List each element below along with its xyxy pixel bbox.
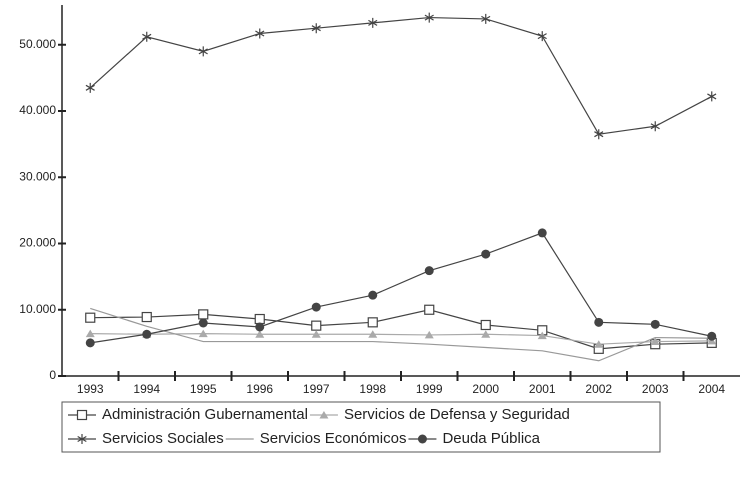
series-line [89, 16, 713, 135]
marker-circle [311, 302, 321, 312]
marker-triangle [311, 330, 321, 338]
marker-circle [368, 290, 378, 300]
marker-triangle [481, 330, 491, 338]
marker-triangle [85, 329, 95, 338]
marker-square [367, 317, 378, 328]
legend-box [61, 401, 661, 453]
marker-star [368, 17, 378, 28]
marker-square [480, 319, 491, 331]
marker-star [85, 82, 95, 93]
marker-circle [424, 266, 434, 276]
marker-circle [142, 329, 152, 339]
marker-triangle [650, 337, 660, 346]
x-tick-label: 1994 [133, 382, 160, 396]
marker-square [311, 320, 322, 331]
marker-circle [85, 338, 95, 348]
series-line [90, 307, 712, 362]
marker-circle [594, 317, 604, 327]
x-tick-label: 1996 [246, 382, 273, 396]
x-tick-label: 1999 [416, 382, 443, 396]
marker-circle [537, 228, 547, 238]
x-tick-label: 1995 [190, 382, 217, 396]
legend-label: Servicios de Defensa y Seguridad [344, 406, 570, 423]
marker-square [424, 304, 435, 315]
x-tick-label: 1997 [303, 382, 330, 396]
series-line [90, 309, 712, 350]
legend-label: Administración Gubernamental [102, 406, 308, 423]
marker-star [481, 13, 491, 24]
legend-label: Deuda Pública [442, 430, 540, 447]
marker-square [141, 311, 152, 323]
y-tick-label: 50.000 [19, 37, 56, 51]
legend-label: Servicios Económicos [260, 430, 407, 447]
marker-star [142, 31, 152, 42]
y-tick-label: 30.000 [19, 169, 56, 183]
y-tick-label: 10.000 [19, 302, 56, 316]
y-tick-label: 0 [49, 368, 56, 382]
x-tick-label: 2000 [472, 382, 499, 396]
marker-triangle [319, 411, 329, 419]
marker-star [77, 434, 87, 444]
marker-triangle [424, 330, 434, 339]
marker-circle [481, 249, 491, 259]
marker-triangle [368, 330, 378, 338]
marker-square [76, 409, 88, 421]
marker-circle [255, 322, 265, 332]
marker-circle [650, 319, 660, 329]
marker-triangle [255, 330, 265, 338]
marker-star [198, 46, 208, 57]
series-line [90, 332, 712, 345]
marker-circle [707, 331, 717, 341]
series-line [90, 232, 712, 344]
x-tick-label: 1998 [359, 382, 386, 396]
x-tick-label: 1993 [77, 382, 104, 396]
marker-star [255, 28, 265, 39]
marker-star [650, 121, 660, 132]
marker-star [594, 129, 604, 140]
y-tick-label: 40.000 [19, 103, 56, 117]
marker-star [311, 23, 321, 34]
marker-star [424, 12, 434, 23]
marker-triangle [594, 340, 604, 348]
x-tick-label: 2002 [585, 382, 612, 396]
marker-star [537, 31, 547, 42]
marker-triangle [198, 329, 208, 338]
marker-square [198, 309, 209, 320]
legend-label: Servicios Sociales [102, 430, 224, 447]
marker-square [85, 312, 96, 323]
x-tick-label: 2004 [698, 382, 725, 396]
marker-square [254, 313, 265, 325]
y-tick-label: 20.000 [19, 236, 56, 250]
marker-circle [198, 318, 208, 328]
marker-star [707, 91, 717, 102]
marker-circle [417, 434, 427, 444]
x-tick-label: 2001 [529, 382, 556, 396]
x-tick-label: 2003 [642, 382, 669, 396]
marker-triangle [537, 331, 547, 340]
